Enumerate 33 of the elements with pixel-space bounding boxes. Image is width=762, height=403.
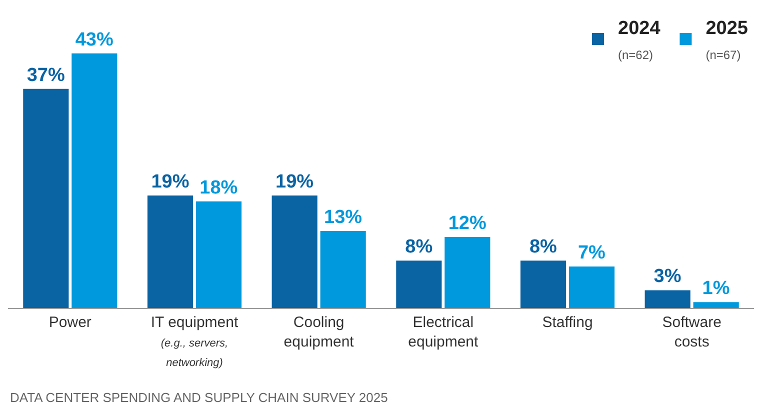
- bar: [23, 88, 69, 308]
- legend-label: 2025 (n=67): [706, 18, 748, 62]
- data-label: 8%: [405, 236, 433, 258]
- x-tick-label: Staffing: [542, 314, 593, 331]
- bar: [568, 266, 615, 308]
- data-label: 43%: [75, 29, 114, 50]
- data-label: 18%: [200, 177, 238, 198]
- data-label: 8%: [529, 236, 558, 258]
- x-tick-label: Cooling equipment: [284, 314, 355, 350]
- data-label: 19%: [151, 172, 190, 192]
- bar: [320, 231, 366, 308]
- bar: [72, 53, 118, 308]
- data-label: 37%: [26, 64, 65, 86]
- bar: [520, 260, 566, 308]
- data-label: 19%: [276, 172, 314, 192]
- x-tick-label: Software costs: [662, 314, 722, 350]
- data-label: 12%: [448, 212, 486, 234]
- text: DATA CENTER SPENDING AND SUPPLY CHAIN SURVEY 2025: [10, 390, 388, 403]
- data-label: 3%: [654, 266, 682, 288]
- x-tick-label: Power: [48, 314, 92, 331]
- bar: [444, 236, 490, 308]
- legend-label: 2024 (n=62): [618, 18, 661, 62]
- x-tick-label: IT equipment (e.g., servers, networking): [150, 314, 239, 369]
- data-label: 7%: [578, 242, 606, 264]
- bar: [196, 201, 242, 308]
- x-tick-label: Electrical equipment: [408, 314, 480, 350]
- data-label: 1%: [702, 278, 730, 300]
- bar: [693, 302, 739, 308]
- bar: [644, 290, 690, 308]
- bar: [272, 196, 318, 308]
- bar: [396, 260, 442, 308]
- data-label: 13%: [324, 207, 362, 228]
- bar: [147, 196, 194, 308]
